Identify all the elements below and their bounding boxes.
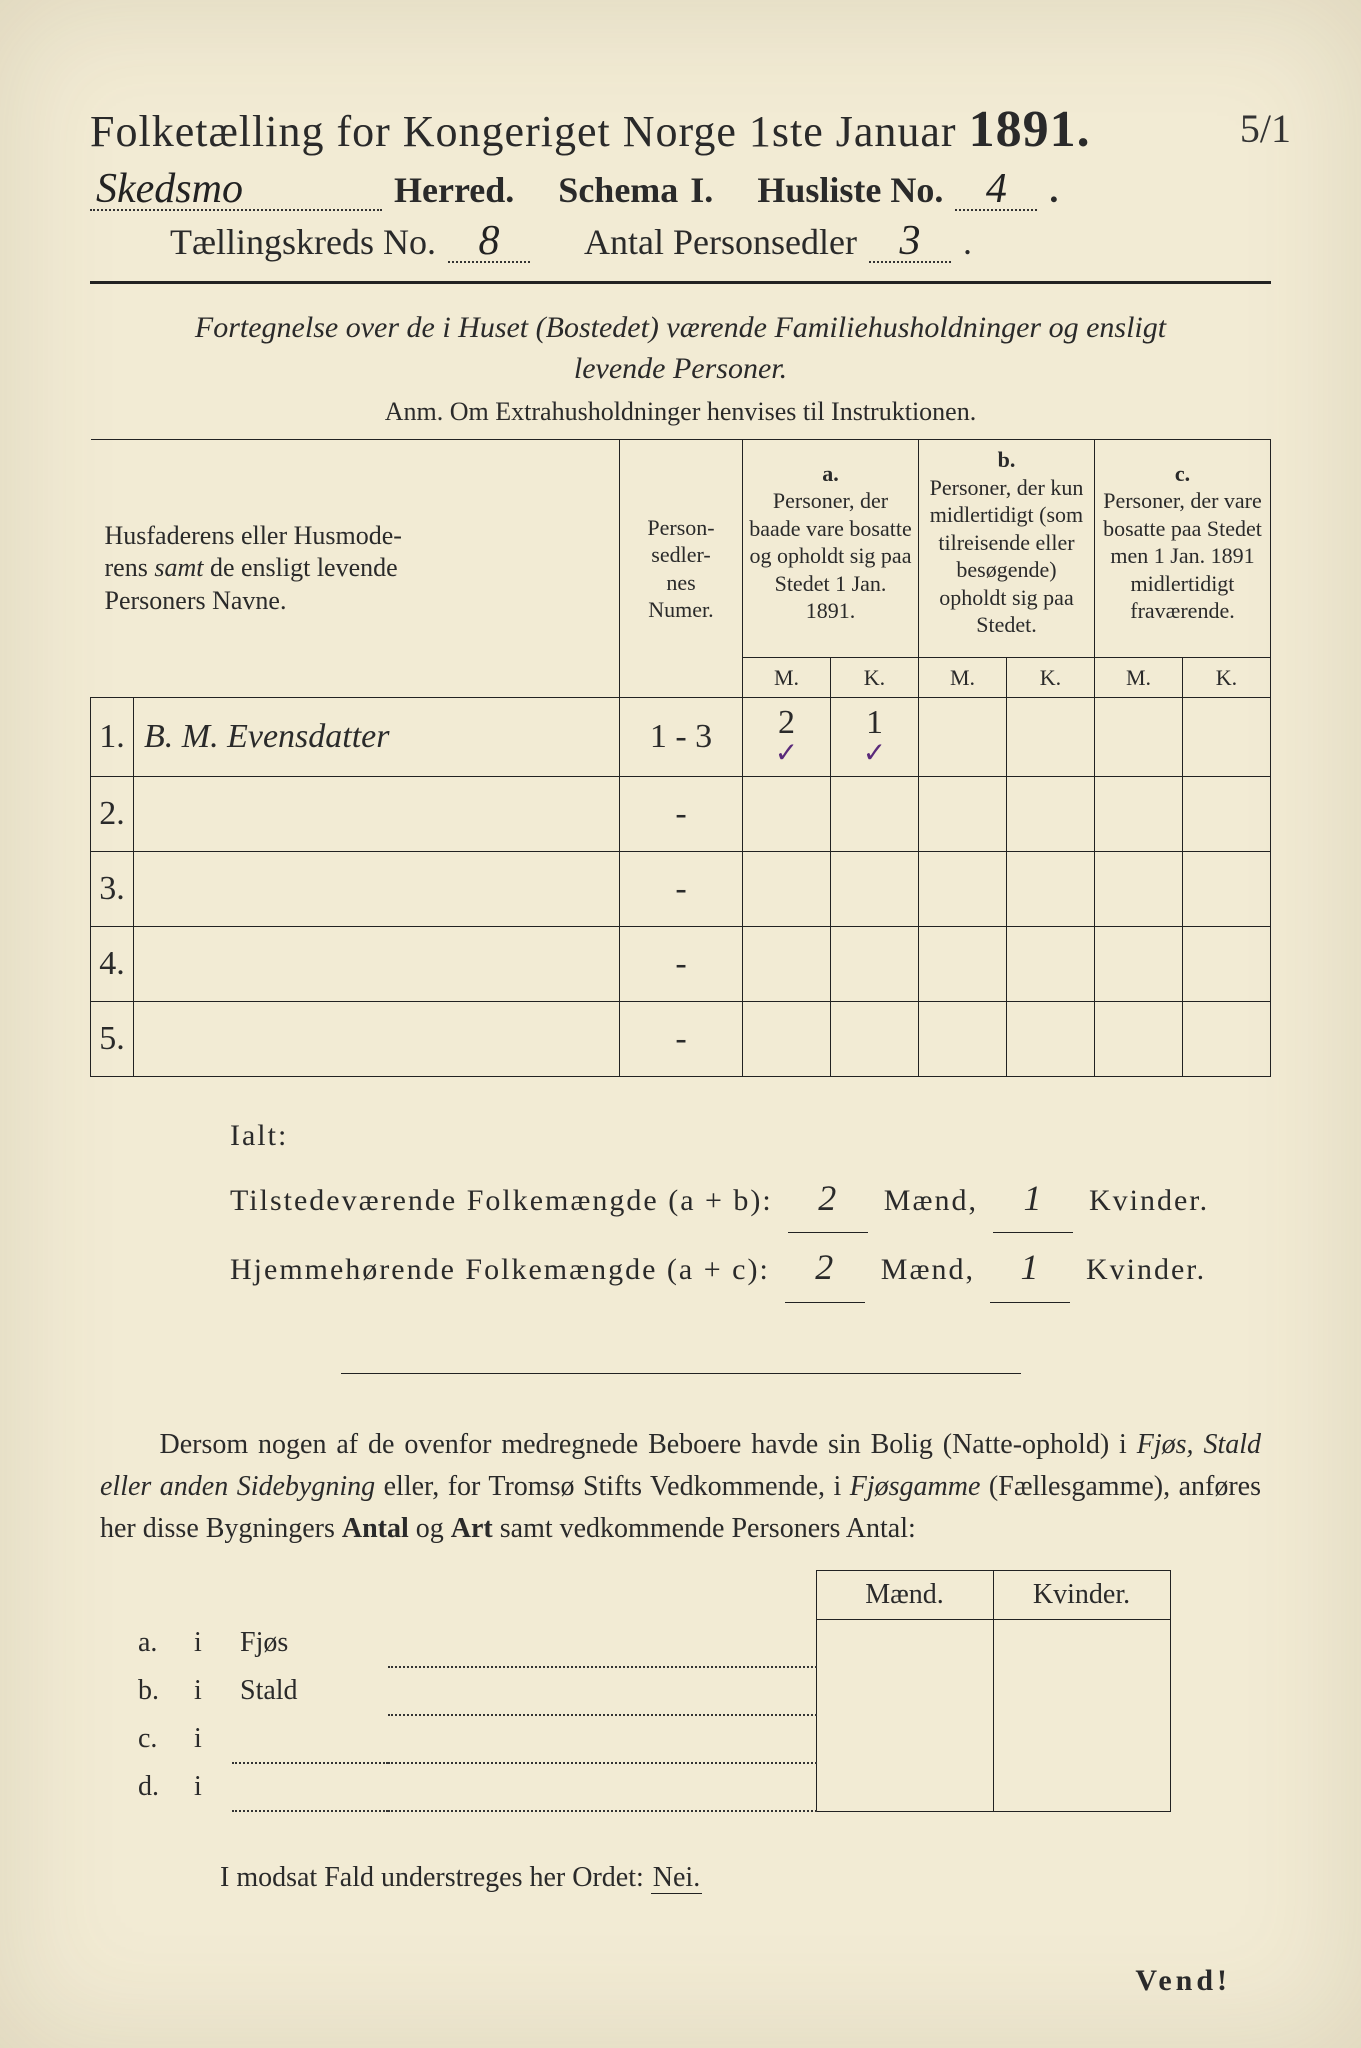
divider [90,281,1271,284]
totals-block: Ialt: Tilstedeværende Folkemængde (a + b… [230,1107,1271,1303]
hjemme-k: 1 [990,1233,1070,1302]
header-line-1: Skedsmo Herred. Schema I. Husliste No. 4… [90,169,1271,211]
nei-word: Nei. [651,1862,702,1894]
col-a-head: a. Personer, der baade vare bosatte og o… [743,440,919,645]
bygning-row: a. i Fjøs [130,1619,1170,1667]
bygning-head-k: Kvinder. [993,1570,1170,1619]
bygning-row: c. i [130,1715,1170,1763]
table-row: 1. B. M. Evensdatter 1 - 3 2✓ 1✓ [91,698,1271,777]
herred-label: Herred. [394,169,514,211]
col-b-head: b. Personer, der kun midlertidigt (som t… [919,440,1095,645]
tilstede-k: 1 [993,1164,1073,1233]
kreds-value: 8 [448,223,530,263]
col-b-k: K. [1007,657,1095,698]
subtitle: Fortegnelse over de i Huset (Bostedet) v… [130,308,1231,389]
col-c-head: c. Personer, der vare bosatte paa Stedet… [1095,440,1271,645]
totals-line-1: Tilstedeværende Folkemængde (a + b): 2 M… [230,1164,1271,1233]
col-numer: Person-sedler-nesNumer. [620,440,743,698]
col-c-k: K. [1183,657,1271,698]
title-text: Folketælling for Kongeriget Norge 1ste J… [90,107,957,156]
divider-thin [341,1373,1021,1374]
tilstede-m: 2 [788,1164,868,1233]
a-k-cell: 1✓ [831,698,919,777]
num-cell: 1 - 3 [620,698,743,777]
col-c-m: M. [1095,657,1183,698]
header-line-2: Tællingskreds No. 8 Antal Personsedler 3… [90,221,1271,263]
antal-value: 3 [869,223,951,263]
schema-num: I. [690,169,713,211]
ialt-label: Ialt: [230,1107,1271,1164]
hjemme-m: 2 [785,1233,865,1302]
corner-annotation: 5/1 [1240,105,1291,152]
b-m-cell [919,698,1007,777]
table-row: 4. - [91,927,1271,1002]
antal-label: Antal Personsedler [584,221,857,263]
table-row: 2. - [91,777,1271,852]
annotation-note: Anm. Om Extrahusholdninger henvises til … [90,397,1271,427]
census-form-page: 5/1 Folketælling for Kongeriget Norge 1s… [0,0,1361,2048]
b-k-cell [1007,698,1095,777]
bygning-table: Mænd. Kvinder. a. i Fjøs b. i Stald c. i [130,1570,1171,1813]
table-row: 5. - [91,1002,1271,1077]
main-title: Folketælling for Kongeriget Norge 1ste J… [90,100,1271,159]
col-a-k: K. [831,657,919,698]
c-m-cell [1095,698,1183,777]
vend-label: Vend! [90,1964,1231,1998]
name-cell: B. M. Evensdatter [134,698,620,777]
herred-value: Skedsmo [90,171,382,211]
subtitle-line2: levende Personer. [574,352,787,385]
title-year: 1891. [969,101,1091,158]
bygning-row: b. i Stald [130,1667,1170,1715]
col-b-m: M. [919,657,1007,698]
table-body: 1. B. M. Evensdatter 1 - 3 2✓ 1✓ 2. - 3.… [91,698,1271,1077]
husliste-label: Husliste No. [757,169,943,211]
main-table: Husfaderens eller Husmode-rens samt de e… [90,439,1271,1077]
footer-line: I modsat Fald understreges her Ordet: Ne… [220,1862,1271,1894]
col-a-m: M. [743,657,831,698]
table-row: 3. - [91,852,1271,927]
kreds-label: Tællingskreds No. [170,221,436,263]
bygning-paragraph: Dersom nogen af de ovenfor medregnede Be… [100,1424,1261,1550]
bygning-row: d. i [130,1763,1170,1811]
a-m-cell: 2✓ [743,698,831,777]
col-names: Husfaderens eller Husmode-rens samt de e… [91,440,620,698]
subtitle-line1: Fortegnelse over de i Huset (Bostedet) v… [195,311,1166,344]
c-k-cell [1183,698,1271,777]
bygning-head-m: Mænd. [816,1570,993,1619]
bygning-table-block: Mænd. Kvinder. a. i Fjøs b. i Stald c. i [130,1570,1261,1813]
husliste-value: 4 [955,171,1037,211]
totals-line-2: Hjemmehørende Folkemængde (a + c): 2 Mæn… [230,1233,1271,1302]
schema-label: Schema [558,169,678,211]
